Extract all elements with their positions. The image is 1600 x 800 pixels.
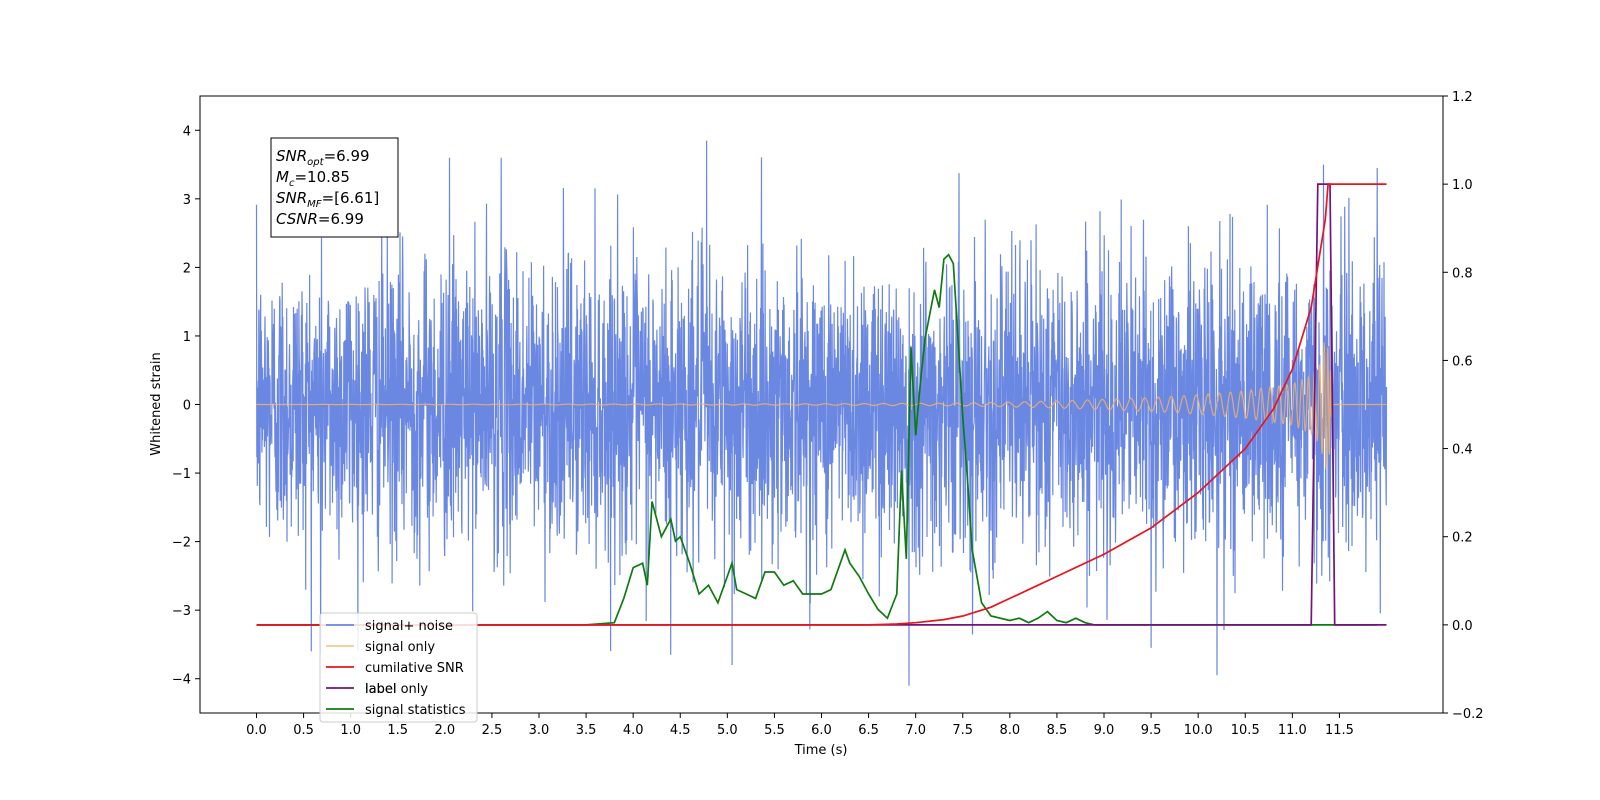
y2-tick-label: 0.4 — [1452, 443, 1473, 458]
y-tick-label: 0 — [183, 399, 191, 414]
info-line: Mc=10.85 — [276, 168, 350, 189]
x-tick-label: 5.0 — [717, 723, 738, 738]
x-tick-label: 0.0 — [246, 723, 267, 738]
y-tick-label: −3 — [172, 604, 191, 619]
x-tick-label: 3.5 — [576, 723, 597, 738]
x-tick-label: 7.0 — [905, 723, 926, 738]
legend-entry: signal only — [365, 640, 435, 655]
x-tick-label: 6.5 — [858, 723, 879, 738]
series-line-signal-only — [256, 342, 1387, 470]
legend-entry: signal statistics — [365, 703, 466, 718]
x-tick-label: 1.5 — [387, 723, 408, 738]
y2-tick-label: 1.0 — [1452, 178, 1473, 193]
y-axis-right: −0.2 0.0 0.2 0.4 0.6 0.8 1.0 1.2 — [1443, 90, 1484, 722]
x-tick-label: 1.0 — [340, 723, 361, 738]
x-axis: 0.0 0.5 1.0 1.5 2.0 2.5 3.0 3.5 4.0 4.5 5.0 5.5 6.0 6… — [246, 713, 1354, 738]
x-tick-label: 5.5 — [764, 723, 785, 738]
series-layer — [255, 140, 1388, 686]
x-tick-label: 4.0 — [623, 723, 644, 738]
y-tick-label: −4 — [172, 673, 191, 688]
x-tick-label: 4.5 — [670, 723, 691, 738]
y2-tick-label: 1.2 — [1452, 90, 1473, 105]
y2-tick-label: 0.0 — [1452, 619, 1473, 634]
y2-tick-label: 0.2 — [1452, 531, 1473, 546]
x-tick-label: 6.0 — [811, 723, 832, 738]
y2-tick-label: 0.8 — [1452, 266, 1473, 281]
info-line: SNRMF=[6.61] — [276, 189, 379, 210]
legend: signal+ noise signal only cumilative SNR la… — [319, 612, 478, 723]
x-axis-label: Time (s) — [794, 743, 848, 758]
x-tick-label: 11.0 — [1278, 723, 1307, 738]
y-tick-label: −2 — [172, 536, 191, 551]
x-tick-label: 3.0 — [529, 723, 550, 738]
y-axis-label: Whitened strain — [149, 352, 164, 455]
legend-entry: label — [365, 682, 396, 697]
x-tick-label: 2.0 — [434, 723, 455, 738]
x-tick-label: 11.5 — [1325, 723, 1354, 738]
legend-entry: signal+ noise — [365, 619, 453, 634]
info-line: CSNR=6.99 — [276, 210, 364, 228]
x-tick-label: 7.5 — [952, 723, 973, 738]
info-box-frame — [270, 137, 399, 238]
y-tick-label: 1 — [183, 330, 191, 345]
y-tick-label: 3 — [183, 193, 191, 208]
y-tick-label: 2 — [183, 261, 191, 276]
x-tick-label: 8.5 — [1047, 723, 1068, 738]
x-tick-label: 9.0 — [1094, 723, 1115, 738]
series-line-cumulative-snr — [256, 183, 1387, 626]
legend-entry: label only — [365, 682, 428, 697]
series-line-signal-noise — [255, 140, 1388, 686]
legend-entry: cumilative SNR — [365, 661, 464, 676]
x-tick-label: 8.0 — [999, 723, 1020, 738]
y-tick-label: 4 — [183, 124, 191, 139]
x-tick-label: 2.5 — [482, 723, 503, 738]
x-tick-label: 10.5 — [1231, 723, 1260, 738]
y2-tick-label: 0.6 — [1452, 354, 1473, 369]
legend-frame — [319, 612, 478, 723]
x-tick-label: 9.5 — [1141, 723, 1162, 738]
y-tick-label: −1 — [172, 467, 191, 482]
info-line: SNRopt=6.99 — [276, 147, 370, 168]
x-tick-label: 10.0 — [1184, 723, 1213, 738]
series-line-label — [256, 183, 1387, 626]
y2-tick-label: −0.2 — [1452, 707, 1484, 722]
y-axis-left: −4 −3 −2 −1 0 1 2 3 4 — [172, 124, 200, 688]
x-tick-label: 0.5 — [293, 723, 314, 738]
series-line-signal-statistics — [256, 253, 1378, 626]
